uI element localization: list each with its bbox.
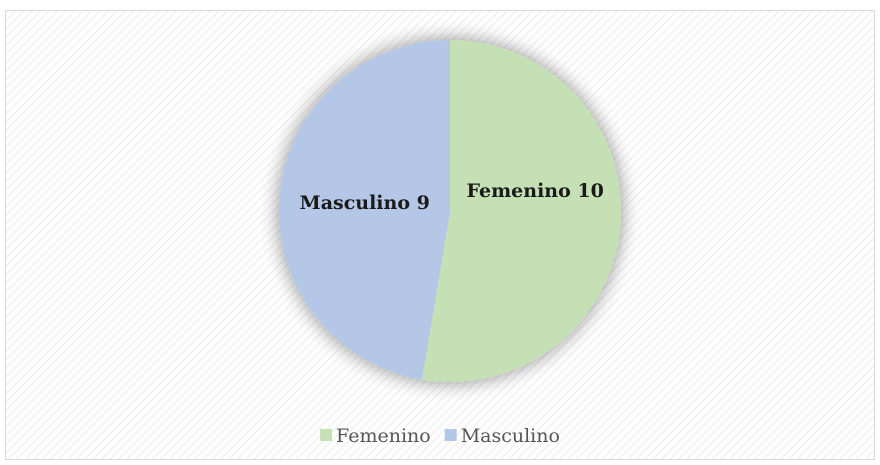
data-label: Masculino 9 [300, 192, 430, 214]
data-label-name: Masculino [300, 192, 410, 214]
legend-label: Masculino [461, 425, 560, 447]
pie-slice [279, 40, 450, 380]
data-label-value: 10 [577, 180, 603, 202]
legend-label: Femenino [336, 425, 431, 447]
data-label-name: Femenino [467, 180, 571, 202]
legend-swatch [320, 429, 333, 441]
pie-slice [421, 40, 621, 382]
legend: Femenino Masculino [320, 425, 560, 447]
data-label-value: 9 [417, 192, 430, 214]
data-label: Femenino 10 [467, 180, 604, 202]
pie [279, 40, 621, 382]
legend-swatch [444, 429, 457, 441]
